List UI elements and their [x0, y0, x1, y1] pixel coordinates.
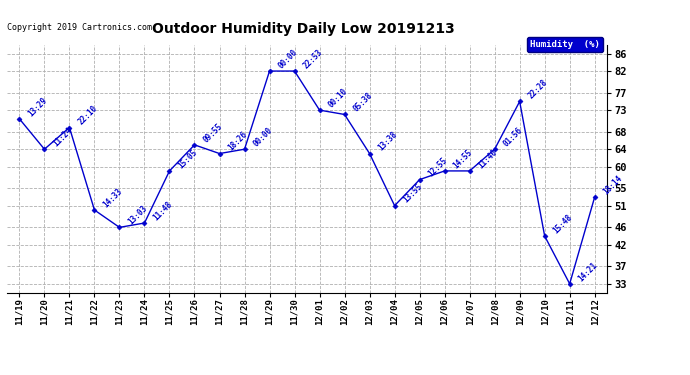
Text: 14:33: 14:33 [101, 186, 124, 209]
Text: 00:00: 00:00 [277, 48, 299, 70]
Text: 14:55: 14:55 [451, 147, 474, 170]
Text: 15:48: 15:48 [551, 213, 574, 235]
Legend: Humidity  (%): Humidity (%) [527, 37, 602, 51]
Text: 14:21: 14:21 [577, 260, 600, 283]
Text: 11:48: 11:48 [151, 200, 174, 222]
Text: 12:55: 12:55 [426, 156, 449, 179]
Text: 11:40: 11:40 [477, 147, 500, 170]
Text: 18:14: 18:14 [602, 174, 624, 196]
Text: 13:03: 13:03 [126, 204, 149, 226]
Text: 22:53: 22:53 [302, 48, 324, 70]
Text: 22:28: 22:28 [526, 78, 549, 101]
Text: 00:00: 00:00 [251, 126, 274, 148]
Text: 18:26: 18:26 [226, 130, 249, 153]
Text: 13:29: 13:29 [26, 95, 49, 118]
Text: 15:05: 15:05 [177, 147, 199, 170]
Text: Outdoor Humidity Daily Low 20191213: Outdoor Humidity Daily Low 20191213 [152, 22, 455, 36]
Text: 22:10: 22:10 [77, 104, 99, 127]
Text: 11:24: 11:24 [51, 126, 74, 148]
Text: 13:55: 13:55 [402, 182, 424, 205]
Text: 09:55: 09:55 [201, 122, 224, 144]
Text: 05:38: 05:38 [351, 91, 374, 114]
Text: 00:10: 00:10 [326, 87, 349, 109]
Text: 01:56: 01:56 [502, 126, 524, 148]
Text: Copyright 2019 Cartronics.com: Copyright 2019 Cartronics.com [7, 22, 152, 32]
Text: 13:38: 13:38 [377, 130, 400, 153]
